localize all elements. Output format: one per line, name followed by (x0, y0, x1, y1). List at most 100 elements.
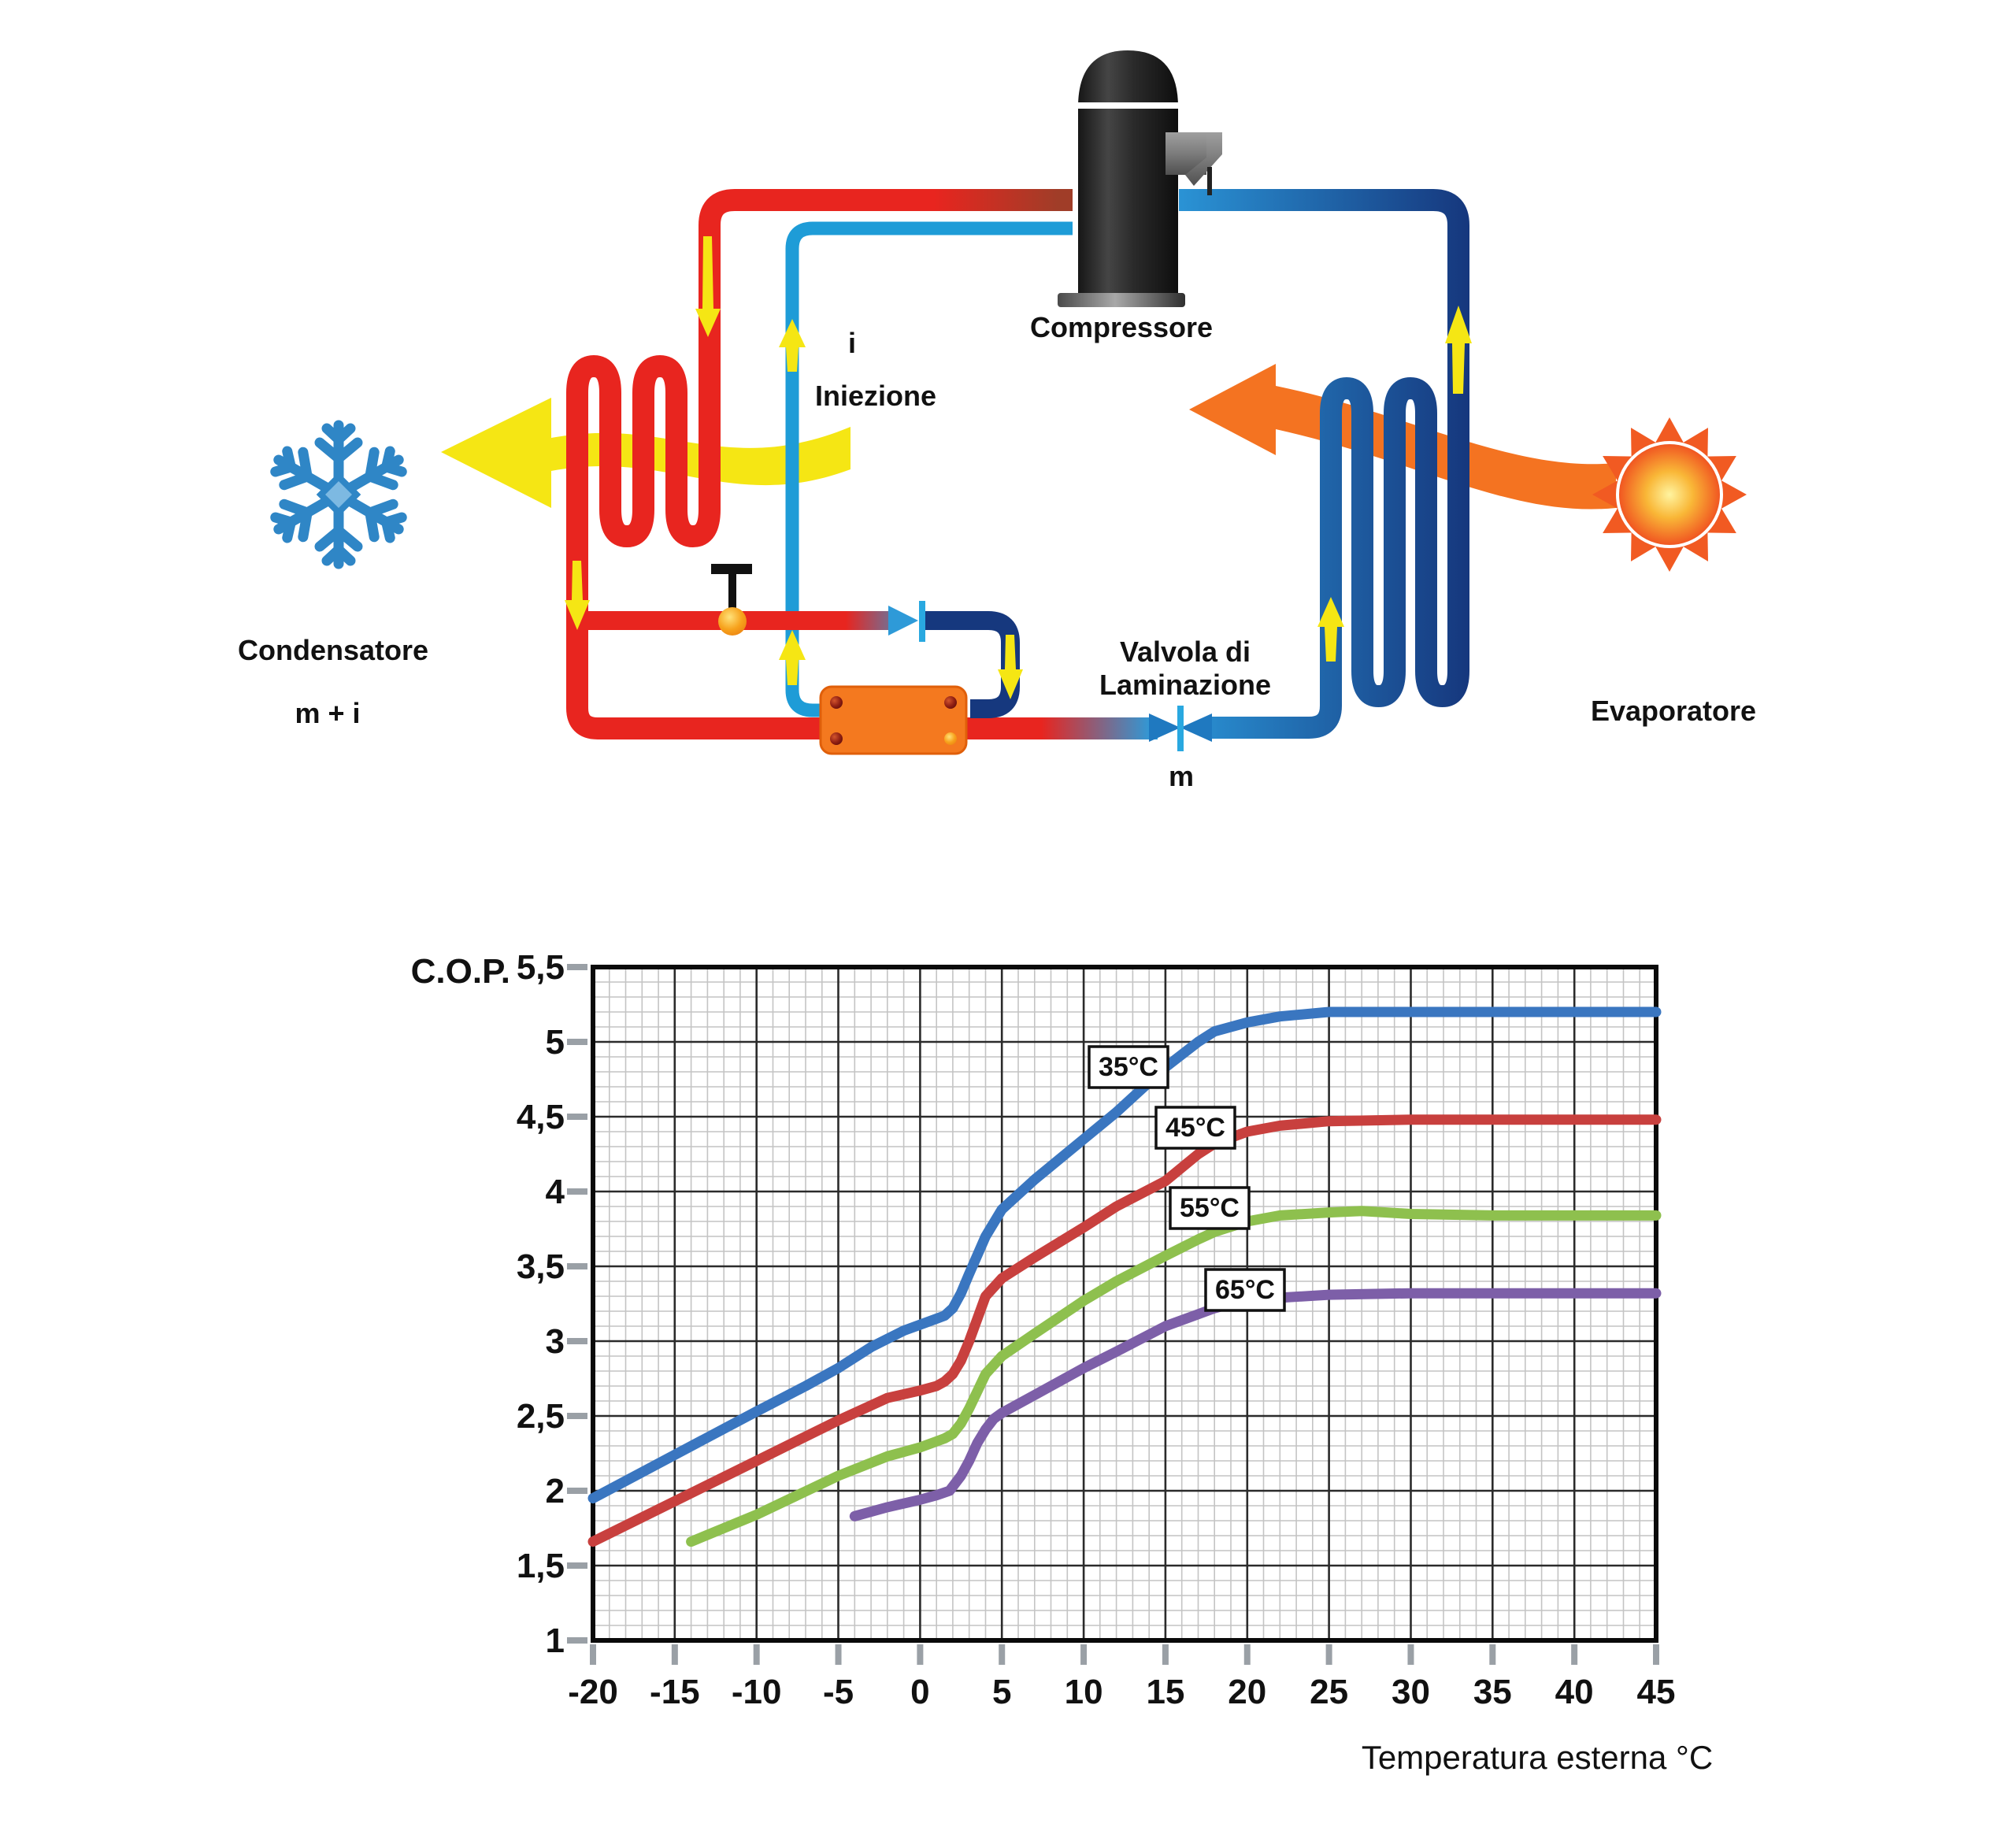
svg-text:45°C: 45°C (1166, 1113, 1225, 1143)
x-tick (999, 1644, 1006, 1665)
x-tick-label: 40 (1555, 1673, 1594, 1711)
series-label-55: 55°C (1169, 1186, 1251, 1230)
x-tick (1489, 1644, 1496, 1665)
y-tick (567, 1188, 587, 1195)
y-tick (567, 1488, 587, 1494)
bolt-icon (830, 732, 843, 745)
bolt-icon (830, 696, 843, 709)
sun-icon (1592, 417, 1747, 572)
series-label-35: 35°C (1088, 1045, 1169, 1089)
x-tick (1162, 1644, 1169, 1665)
x-tick-labels: -20 -15 -10 -5 0 5 10 15 20 25 30 35 40 45 (568, 1673, 1675, 1711)
flow-arrow-down-icon (565, 561, 590, 630)
x-tick (1243, 1644, 1251, 1665)
compressor-base (1058, 293, 1185, 307)
discharge-pipe-and-condenser-coil (566, 189, 1073, 708)
injection-label: Iniezione (815, 380, 936, 412)
evaporator-label: Evaporatore (1591, 695, 1756, 727)
y-tick-label: 3 (546, 1322, 565, 1361)
x-tick (835, 1644, 842, 1665)
y-tick (567, 964, 587, 970)
x-tick (1571, 1644, 1578, 1665)
expansion-valve (1149, 706, 1212, 751)
svg-text:65°C: 65°C (1215, 1275, 1275, 1305)
x-tick-label: 5 (992, 1673, 1011, 1711)
flow-arrow-down-icon (998, 635, 1023, 699)
y-tick-label: 5,5 (517, 948, 565, 987)
x-tick (590, 1644, 596, 1665)
y-tick-label: 4,5 (517, 1098, 565, 1136)
x-tick-label: 25 (1310, 1673, 1348, 1711)
x-tick (671, 1644, 678, 1665)
x-tick (1407, 1644, 1414, 1665)
y-tick-labels: 5,5 5 4,5 4 3,5 3 2,5 2 1,5 1 (517, 948, 565, 1660)
y-axis-title: C.O.P. (411, 952, 510, 991)
y-tick-label: 2,5 (517, 1397, 565, 1436)
x-tick-label: 10 (1065, 1673, 1103, 1711)
heat-exchanger (819, 685, 968, 755)
condenser-label: Condensatore (238, 634, 428, 666)
flow-arrows (565, 236, 1472, 699)
y-tick (567, 1338, 587, 1344)
x-tick-label: 45 (1637, 1673, 1676, 1711)
expansion-valve-label-2: Laminazione (1099, 669, 1271, 701)
bolt-icon (944, 732, 957, 745)
x-tick-label: -20 (568, 1673, 618, 1711)
y-tick-label: 1 (546, 1621, 565, 1660)
curve-35°C (587, 1006, 1662, 1503)
flow-arrow-up-icon (1445, 306, 1472, 394)
suction-pipe-and-evaporator-coil (1179, 189, 1469, 739)
compressor-outlet-nozzle-tip (1185, 132, 1222, 186)
x-tick-label: 35 (1473, 1673, 1512, 1711)
snowflake-icon (270, 420, 407, 569)
y-tick-label: 5 (546, 1023, 565, 1062)
y-tick-label: 3,5 (517, 1247, 565, 1286)
y-tick (567, 1263, 587, 1269)
injection-pipe (785, 221, 1073, 717)
curve-55°C (686, 1206, 1662, 1547)
x-tick-label: -15 (650, 1673, 700, 1711)
bolt-icon (944, 696, 957, 709)
x-tick (1080, 1644, 1088, 1665)
plot-border (591, 965, 1658, 1643)
x-tick-label: 30 (1392, 1673, 1430, 1711)
y-tick (567, 1413, 587, 1419)
series-label-65: 65°C (1204, 1268, 1286, 1312)
y-tick (567, 1637, 587, 1644)
x-tick-label: -5 (823, 1673, 854, 1711)
flow-arrow-up-icon (779, 319, 806, 372)
compressor (1058, 50, 1222, 307)
injection-valve-stem (919, 601, 925, 642)
x-tick-label: 0 (910, 1673, 929, 1711)
x-tick-label: 20 (1228, 1673, 1266, 1711)
y-tick-label: 2 (546, 1472, 565, 1510)
x-tick-label: -10 (732, 1673, 782, 1711)
flow-arrow-up-icon (1317, 597, 1344, 662)
liquid-pipe (566, 614, 1158, 739)
temperature-sensor (711, 564, 752, 636)
y-tick-label: 4 (546, 1173, 565, 1211)
expansion-valve-label-1: Valvola di (1120, 636, 1251, 668)
cop-chart: 5,5 5 4,5 4 3,5 3 2,5 2 1,5 1 -20 -15 -10 -5 0 5 10 15 20… (411, 948, 1714, 1776)
x-tick (1653, 1644, 1659, 1665)
series-label-45: 45°C (1154, 1106, 1236, 1150)
svg-text:35°C: 35°C (1099, 1052, 1158, 1082)
x-tick (1325, 1644, 1332, 1665)
y-tick (567, 1562, 587, 1569)
x-tick (753, 1644, 760, 1665)
injection-symbol-label: i (848, 327, 856, 359)
compressor-label: Compressore (1030, 311, 1213, 343)
curve-65°C (849, 1288, 1662, 1521)
y-tick (567, 1114, 587, 1120)
curve-45°C (587, 1114, 1662, 1547)
y-tick (567, 1039, 587, 1045)
axis-ticks (567, 964, 1659, 1665)
flow-arrow-down-icon (695, 236, 721, 337)
mass-symbol-label: m (1169, 760, 1194, 792)
x-tick (917, 1644, 924, 1665)
x-tick-label: 15 (1146, 1673, 1184, 1711)
flow-arrow-up-icon (779, 630, 806, 685)
y-tick-label: 1,5 (517, 1547, 565, 1585)
